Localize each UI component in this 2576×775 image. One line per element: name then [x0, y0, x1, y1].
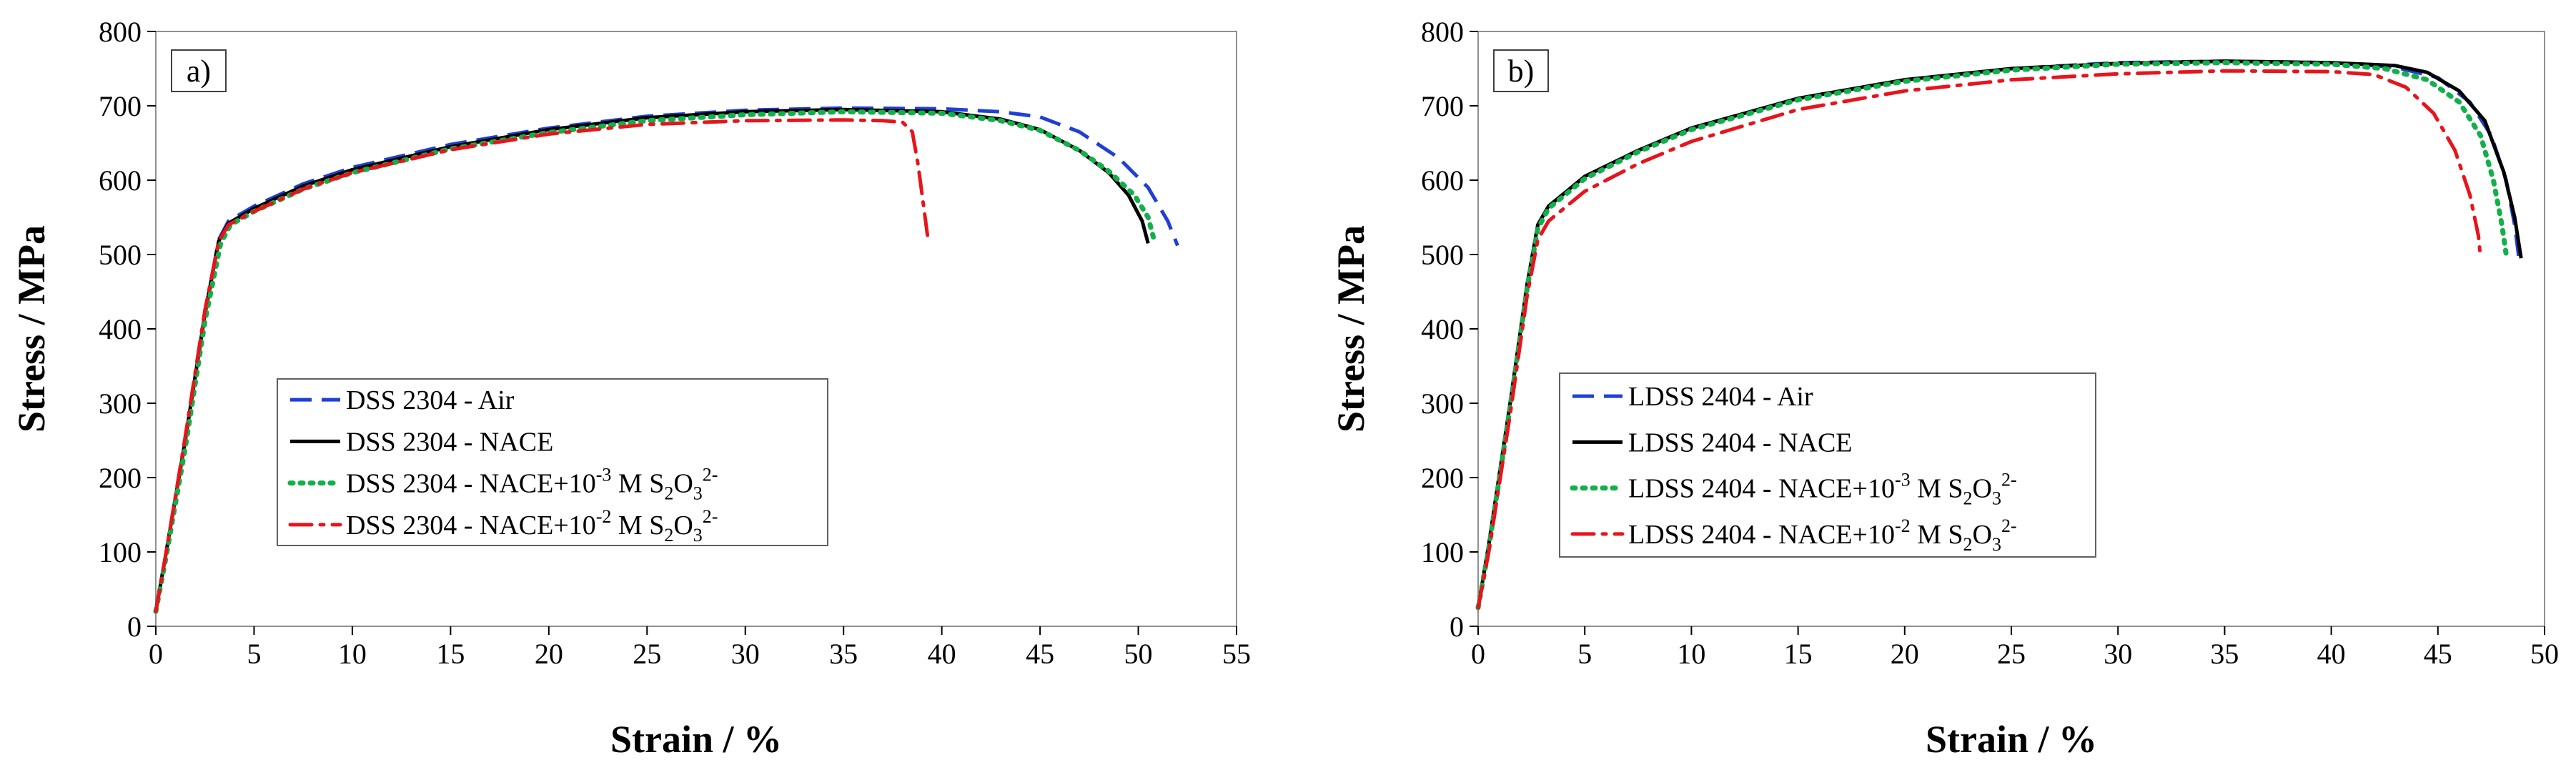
y-tick-label: 300	[1421, 388, 1464, 420]
legend-label: LDSS 2404 - NACE	[1628, 428, 1853, 458]
legend-entry: LDSS 2404 - NACE+10-3 M S2O32-	[1628, 470, 2017, 509]
legend-label: DSS 2304 - NACE	[346, 427, 553, 457]
legend-label-mid: M S	[1911, 520, 1963, 550]
panel-label: b)	[1508, 54, 1535, 89]
series-line-nace-e3	[153, 109, 1156, 614]
series-line-nace-e2	[154, 118, 930, 613]
y-tick-label: 500	[99, 239, 142, 271]
x-tick-label: 15	[1784, 638, 1813, 670]
legend-entry: LDSS 2404 - NACE	[1628, 428, 1853, 458]
legend-exponent: -3	[1895, 470, 1911, 490]
legend-exponent: -2	[596, 506, 612, 527]
legend-box	[1559, 372, 2096, 558]
legend-subscript: 3	[693, 525, 703, 546]
x-tick-label: 30	[2104, 638, 2132, 670]
x-tick-label: 45	[1026, 638, 1054, 670]
y-tick-label: 0	[1450, 611, 1464, 643]
x-tick-label: 40	[2317, 638, 2346, 670]
y-tick-label: 400	[1421, 313, 1464, 345]
series-line-air	[154, 106, 1179, 612]
legend-box	[277, 378, 828, 546]
chart-panel-b: 0 5 10 15 20 25 30 35 40 45 5001002003004005006007…	[1329, 16, 2559, 761]
x-tick-label: 35	[2210, 638, 2239, 670]
legend-subscript: 3	[1992, 488, 2001, 509]
x-tick-label: 15	[436, 638, 465, 670]
legend-entry: DSS 2304 - NACE	[346, 427, 553, 457]
legend-exponent: -2	[1895, 515, 1911, 536]
x-tick-label: 5	[1577, 638, 1592, 670]
chart-panel-a: 0 5 10 15 20 25 30 35 40 45 50 55 0 100 200 300 400 500 60…	[10, 16, 1251, 761]
x-tick-label: 40	[928, 638, 956, 670]
legend-label: DSS 2304 - Air	[346, 385, 515, 415]
x-tick-label: 20	[535, 638, 563, 670]
legend-entry: DSS 2304 - NACE+10-3 M S2O32-	[346, 465, 718, 504]
y-tick-label: 200	[1421, 462, 1464, 494]
y-tick-label: 400	[99, 313, 142, 345]
y-tick-label: 500	[1421, 239, 1464, 271]
legend-label-mid: M S	[1911, 474, 1963, 504]
x-tick-label: 25	[1997, 638, 2026, 670]
y-tick-label: 800	[1421, 16, 1464, 48]
legend-charge: 2-	[703, 465, 718, 485]
y-tick-label: 700	[99, 90, 142, 122]
y-tick-label: 800	[99, 16, 142, 48]
legend-label-o: O	[673, 469, 693, 499]
y-tick-label: 0	[127, 611, 142, 643]
y-tick-label: 100	[1421, 536, 1464, 568]
legend-charge: 2-	[2001, 515, 2017, 536]
legend-exponent: -3	[596, 465, 612, 485]
x-tick-label: 50	[2530, 638, 2559, 670]
y-tick-label: 600	[1421, 164, 1464, 197]
series-line-nace-e2	[1476, 69, 2482, 610]
legend-label-o: O	[1973, 520, 1992, 550]
panel-label-box	[1493, 49, 1549, 92]
x-tick-label: 5	[247, 638, 261, 670]
legend-subscript: 3	[1992, 534, 2001, 555]
x-tick-label: 10	[1677, 638, 1705, 670]
y-tick-label: 600	[99, 164, 142, 197]
x-tick-label: 0	[1471, 638, 1485, 670]
legend-entry: DSS 2304 - NACE+10-2 M S2O32-	[346, 506, 718, 546]
legend-label-o: O	[673, 510, 693, 540]
legend-entry: LDSS 2404 - Air	[1628, 382, 1813, 412]
legend-subscript: 2	[664, 483, 673, 504]
legend-charge: 2-	[703, 506, 718, 527]
panel-label: a)	[187, 54, 211, 89]
x-tick-label: 55	[1222, 638, 1251, 670]
y-axis-title: Stress / MPa	[10, 225, 53, 433]
x-tick-label: 45	[2424, 638, 2452, 670]
x-axis-title: Strain / %	[610, 718, 782, 761]
x-axis-title: Strain / %	[1926, 718, 2097, 761]
y-tick-label: 700	[1421, 90, 1464, 122]
legend-label: DSS 2304 - NACE+10	[346, 469, 596, 499]
legend-subscript: 2	[664, 525, 673, 546]
y-axis-title: Stress / MPa	[1329, 225, 1372, 433]
legend-entry: LDSS 2404 - NACE+10-2 M S2O32-	[1628, 515, 2017, 555]
x-tick-label: 10	[338, 638, 367, 670]
x-tick-label: 35	[829, 638, 858, 670]
x-tick-label: 20	[1891, 638, 1919, 670]
legend-subscript: 2	[1963, 488, 1973, 509]
y-tick-label: 200	[99, 462, 142, 494]
legend-subscript: 3	[693, 483, 703, 504]
legend-label: LDSS 2404 - NACE+10	[1628, 474, 1895, 504]
panel-label-box	[171, 49, 227, 92]
legend-entry: DSS 2304 - Air	[346, 385, 515, 415]
x-tick-label: 25	[633, 638, 661, 670]
y-tick-label: 100	[99, 536, 142, 568]
y-tick-label: 300	[99, 388, 142, 420]
legend-label-mid: M S	[611, 469, 664, 499]
legend-label: LDSS 2404 - NACE+10	[1628, 520, 1895, 550]
legend-label: DSS 2304 - NACE+10	[346, 510, 596, 540]
legend-label-o: O	[1973, 474, 1992, 504]
x-tick-label: 50	[1124, 638, 1153, 670]
legend-label-mid: M S	[611, 510, 664, 540]
legend-subscript: 2	[1963, 534, 1973, 555]
x-tick-label: 0	[149, 638, 163, 670]
x-tick-label: 30	[731, 638, 760, 670]
legend-charge: 2-	[2001, 470, 2017, 490]
legend-label: LDSS 2404 - Air	[1628, 382, 1813, 412]
